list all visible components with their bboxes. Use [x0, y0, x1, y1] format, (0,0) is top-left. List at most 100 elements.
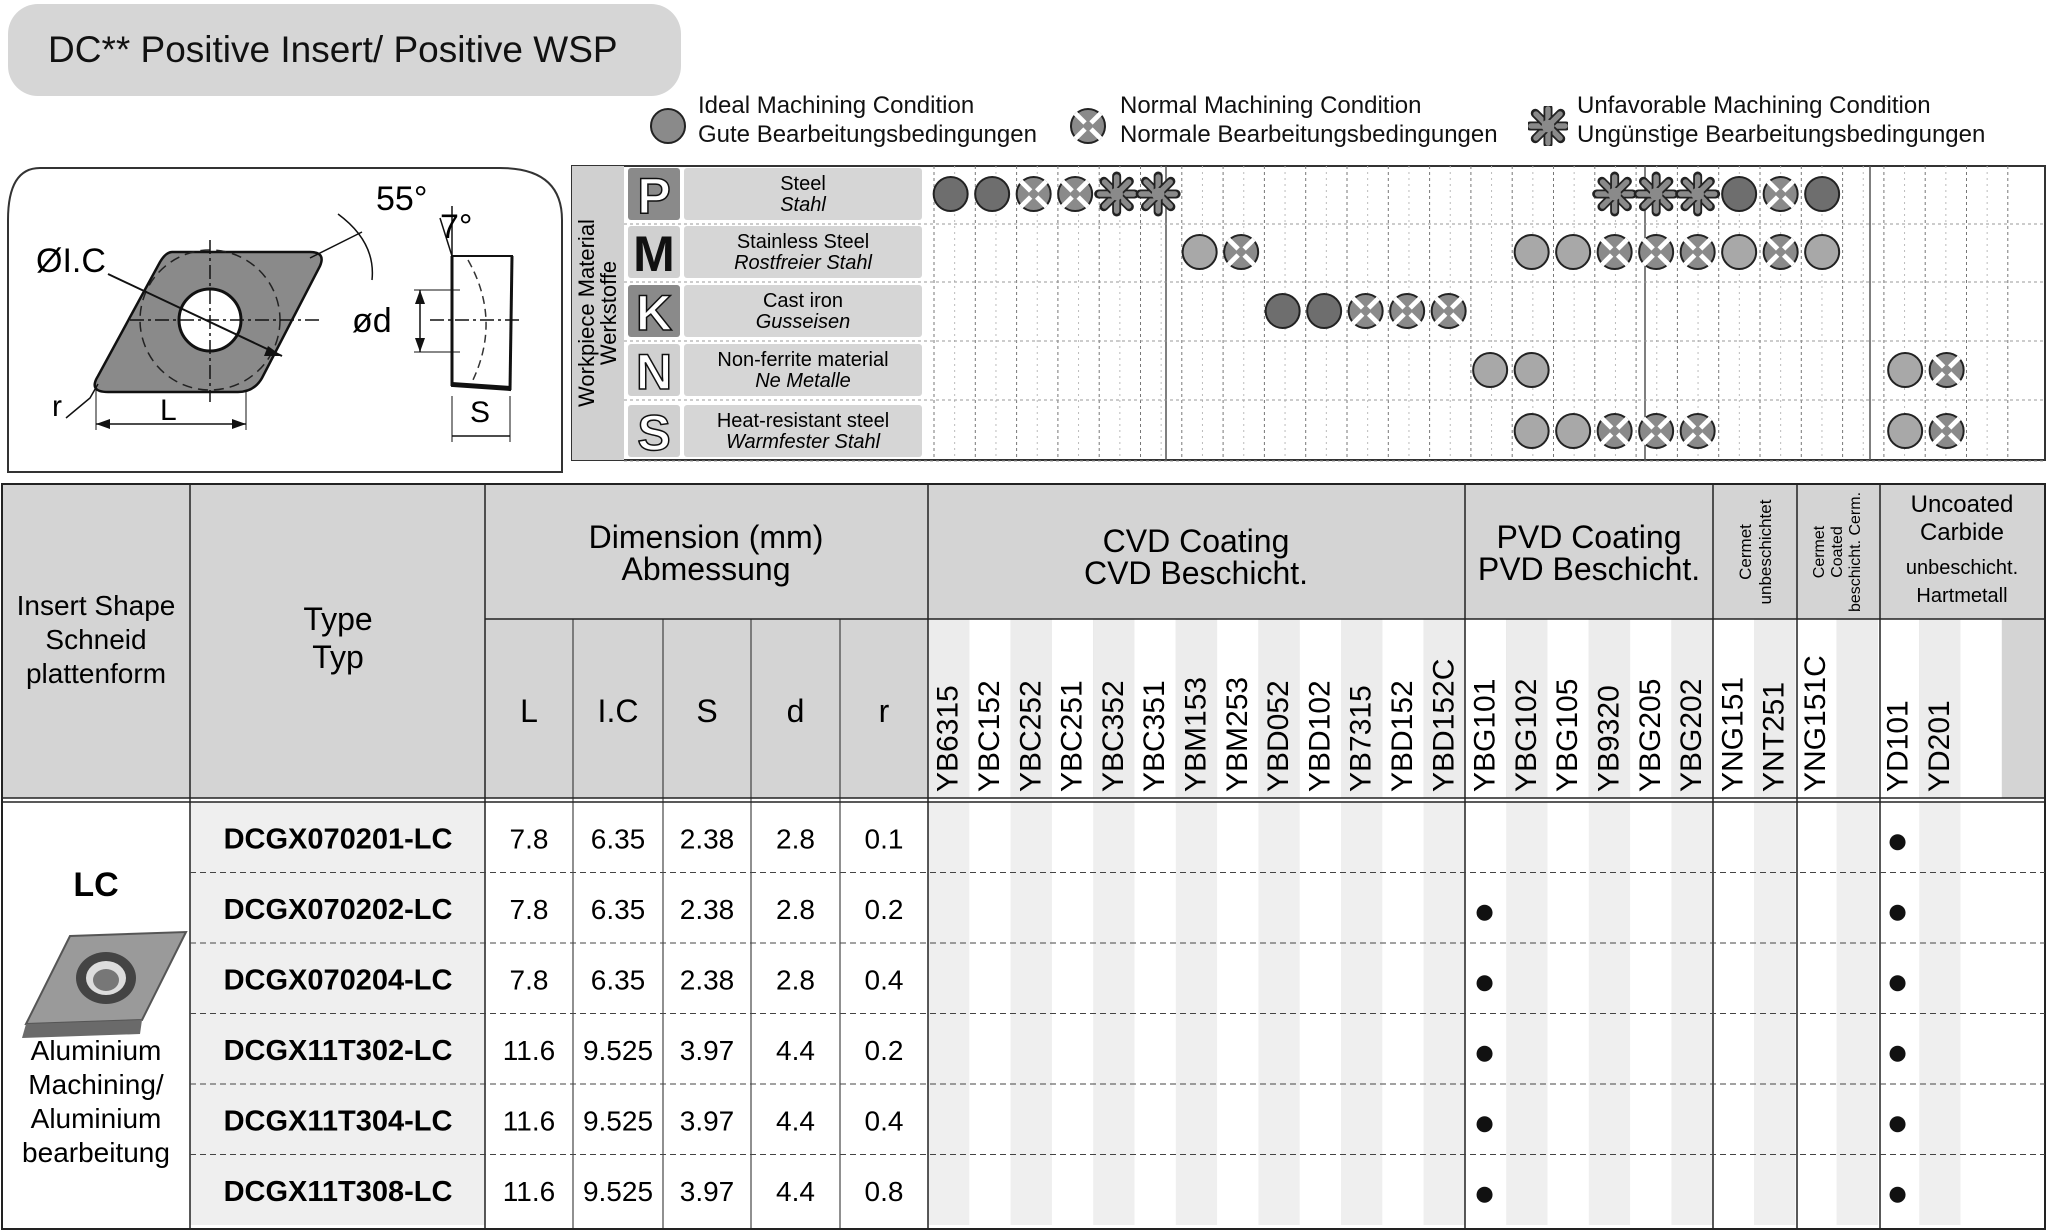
material-letter-k: K — [636, 285, 672, 341]
unfavorable-condition-icon — [1633, 171, 1679, 217]
label-r: r — [52, 390, 62, 423]
legend-item-unfavorable: Unfavorable Machining Condition Ungünsti… — [1577, 91, 1985, 149]
row-dim-l: 7.8 — [510, 894, 549, 925]
row-dim-r: 0.4 — [865, 964, 904, 995]
shape-code: LC — [73, 866, 118, 904]
header-dim-ic: I.C — [598, 693, 639, 729]
row-dim-ic: 9.525 — [583, 1035, 653, 1066]
label-l: L — [160, 394, 177, 427]
availability-dot — [1476, 904, 1493, 921]
availability-dot — [1889, 975, 1906, 992]
header-dim-l: L — [520, 693, 538, 729]
grade-ybg202: YBG202 — [1675, 679, 1708, 792]
legend-normal-en: Normal Machining Condition — [1120, 92, 1422, 119]
insert-shape-cell: LCAluminiumMachining/Aluminiumbearbeitun… — [22, 866, 188, 1168]
normal-condition-icon — [1596, 413, 1633, 449]
row-dim-r: 0.2 — [865, 1035, 904, 1066]
header-pvd-de: PVD Beschicht. — [1478, 551, 1700, 587]
row-type: DCGX070202-LC — [224, 894, 453, 926]
ideal-condition-icon — [1264, 293, 1301, 329]
grade-ybd052: YBD052 — [1262, 680, 1295, 792]
label-ic: ØI.C — [36, 242, 106, 280]
header-type: Type — [303, 601, 372, 637]
header-type-de: Typ — [312, 639, 364, 675]
ideal-condition-icon — [1306, 293, 1343, 329]
ideal-condition-icon — [650, 108, 686, 144]
normal-condition-icon — [1638, 234, 1675, 270]
grade-ybm253: YBM253 — [1221, 677, 1254, 792]
header-uncoated-de: unbeschicht. — [1906, 557, 2018, 579]
legend-unfavorable-en: Unfavorable Machining Condition — [1577, 92, 1931, 119]
normal-condition-icon — [1223, 234, 1260, 270]
row-type: DCGX11T304-LC — [224, 1105, 453, 1137]
unfavorable-condition-icon — [1528, 106, 1568, 146]
legend-ideal-en: Ideal Machining Condition — [698, 92, 975, 119]
material-letter-s: S — [637, 405, 670, 461]
material-name-de: Stahl — [780, 194, 826, 216]
ideal-condition-icon — [1721, 176, 1758, 212]
grade-ybg102: YBG102 — [1510, 679, 1543, 792]
header-cermet: Cermetunbeschichtet — [1736, 499, 1775, 604]
row-dim-d: 4.4 — [776, 1035, 815, 1066]
material-name-de: Ne Metalle — [755, 370, 851, 392]
ideal-condition-icon — [1513, 413, 1550, 449]
table-row: DCGX11T304-LC 11.6 9.525 3.97 4.4 0.4 — [190, 1083, 2045, 1137]
availability-dot — [1476, 1045, 1493, 1062]
workpiece-side-label: Workpiece MaterialWerkstoffe — [574, 219, 621, 407]
availability-dot — [1476, 975, 1493, 992]
material-name-de: Gusseisen — [756, 311, 851, 333]
insert-diagram: ØI.C 55° ød 7° S L r — [7, 167, 563, 473]
row-dim-ic: 9.525 — [583, 1105, 653, 1136]
normal-condition-icon — [1679, 234, 1716, 270]
header-uncoated-de-2: Hartmetall — [1916, 585, 2007, 607]
grade-yng151: YNG151 — [1716, 677, 1749, 792]
normal-condition-icon — [1015, 176, 1052, 212]
grade-ybd102: YBD102 — [1303, 680, 1336, 792]
label-angle-55: 55° — [376, 180, 427, 218]
availability-dot — [1476, 1116, 1493, 1133]
normal-condition-icon — [1928, 413, 1965, 449]
unfavorable-condition-icon — [1135, 171, 1181, 217]
row-dim-l: 11.6 — [503, 1176, 555, 1207]
grade-yd101: YD101 — [1882, 700, 1915, 792]
ideal-condition-icon — [1513, 234, 1550, 270]
availability-dot — [1889, 1045, 1906, 1062]
row-dim-d: 4.4 — [776, 1176, 815, 1207]
grade-yb9320: YB9320 — [1592, 685, 1625, 792]
row-dim-l: 7.8 — [510, 823, 549, 854]
shape-description: bearbeitung — [22, 1137, 170, 1168]
ideal-condition-icon — [1804, 234, 1841, 270]
row-dim-ic: 9.525 — [583, 1176, 653, 1207]
legend-ideal-de: Gute Bearbeitungsbedingungen — [698, 121, 1037, 148]
row-dim-l: 7.8 — [510, 964, 549, 995]
material-name-en: Non-ferrite material — [717, 349, 888, 371]
label-angle-7: 7° — [440, 208, 473, 246]
ideal-condition-icon — [1887, 352, 1924, 388]
header-cvd: CVD Coating — [1103, 523, 1290, 559]
header-pvd: PVD Coating — [1497, 519, 1682, 555]
legend: Ideal Machining Condition Gute Bearbeitu… — [0, 0, 2047, 160]
table-row: DCGX070202-LC 7.8 6.35 2.38 2.8 0.2 — [190, 872, 2045, 926]
normal-condition-icon — [1389, 293, 1426, 329]
ideal-condition-icon — [1181, 234, 1218, 270]
shape-description: Aluminium — [31, 1035, 162, 1066]
normal-condition-icon — [1762, 234, 1799, 270]
row-dim-l: 11.6 — [503, 1035, 555, 1066]
grade-ybg105: YBG105 — [1551, 679, 1584, 792]
row-dim-s: 2.38 — [680, 823, 735, 854]
material-name-en: Steel — [780, 173, 826, 195]
label-d: ød — [352, 302, 392, 340]
material-name-en: Heat-resistant steel — [717, 410, 889, 432]
legend-item-ideal: Ideal Machining Condition Gute Bearbeitu… — [698, 91, 1037, 149]
ideal-condition-icon — [1472, 352, 1509, 388]
header-dim-s: S — [696, 693, 717, 729]
normal-condition-icon — [1070, 108, 1106, 144]
grade-ybc152: YBC152 — [973, 680, 1006, 792]
unfavorable-condition-icon — [1675, 171, 1721, 217]
ideal-condition-icon — [1513, 352, 1550, 388]
